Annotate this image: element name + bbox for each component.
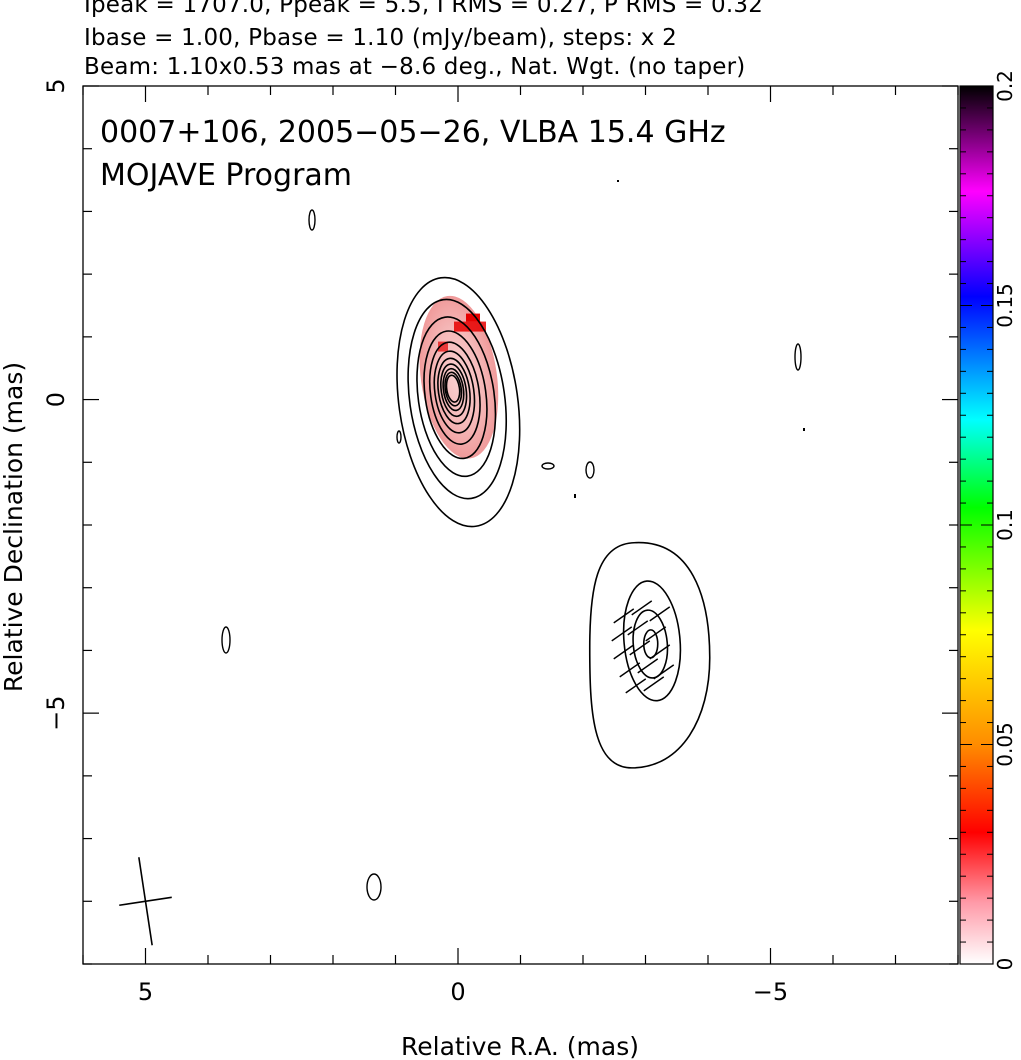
noise-contour <box>366 873 382 901</box>
polarization-vector <box>653 664 675 680</box>
y-tick-label: 5 <box>42 78 70 93</box>
core-contour <box>416 316 497 478</box>
plot-frame <box>82 85 959 965</box>
core-contour <box>445 374 461 403</box>
colorbar-tick-label: 0.1 <box>993 509 1017 541</box>
beam-minor-axis <box>119 896 172 907</box>
polarization-vector <box>631 600 653 616</box>
noise-contour <box>221 626 231 654</box>
polarization-vector <box>629 640 651 656</box>
core-contour <box>407 298 508 500</box>
polarization-vector <box>619 662 641 678</box>
core-contour <box>428 341 481 445</box>
core-contour <box>437 357 471 425</box>
header-line-2: Ibase = 1.00, Pbase = 1.10 (mJy/beam), s… <box>84 25 677 51</box>
colorbar-tick-label: 0.05 <box>993 722 1017 767</box>
axes: 5 0 −5 5 0 −5 <box>42 78 959 1006</box>
polarization-vector <box>625 678 647 694</box>
jet-contour <box>622 580 682 702</box>
polarization-vector <box>613 644 635 660</box>
colorbar-tick-label: 0 <box>993 958 1017 971</box>
polarization-peak <box>454 321 486 332</box>
colorbar: 0 0.05 0.1 0.15 0.2 <box>959 70 1017 971</box>
noise-contour <box>541 462 555 470</box>
noise-contour <box>617 180 619 182</box>
chart-title: 0007+106, 2005−05−26, VLBA 15.4 GHz <box>100 115 726 150</box>
x-tick-label: 5 <box>138 978 153 1006</box>
header-line-3: Beam: 1.10x0.53 mas at −8.6 deg., Nat. W… <box>84 54 746 80</box>
x-tick-label: 0 <box>450 978 465 1006</box>
polarization-peak <box>438 341 448 352</box>
core-contour <box>396 276 521 528</box>
noise-contour <box>396 430 402 444</box>
x-axis-label: Relative R.A. (mas) <box>401 1032 639 1060</box>
noise-contour <box>794 343 802 371</box>
polarization-vector <box>649 644 671 660</box>
core-contour <box>440 363 468 418</box>
core-contour <box>423 330 488 460</box>
jet-contour <box>632 609 669 679</box>
jet-contour <box>588 541 711 769</box>
x-tick-label: −5 <box>753 978 788 1006</box>
polarization-vector <box>637 658 659 674</box>
noise-contour <box>585 461 595 479</box>
polarization-vector <box>649 606 671 622</box>
core-contour <box>442 367 465 412</box>
noise-contour <box>803 428 805 431</box>
header-line-1: Ipeak = 1707.0, Ppeak = 5.5, I RMS = 0.2… <box>84 0 764 18</box>
polarization-vector <box>611 626 633 642</box>
y-axis-label: Relative Declination (mas) <box>0 362 28 692</box>
polarization-vector <box>645 626 667 642</box>
core-contour <box>444 371 463 407</box>
colorbar-tick-label: 0.2 <box>993 70 1017 102</box>
polarization-peak <box>466 313 480 322</box>
core-contour <box>433 350 476 434</box>
polarization-vector <box>643 676 665 692</box>
colorbar-tick-label: 0.15 <box>993 283 1017 328</box>
chart-subtitle: MOJAVE Program <box>100 158 352 193</box>
noise-contour <box>574 494 576 498</box>
plot-area <box>119 180 805 946</box>
y-tick-label: 0 <box>42 392 70 407</box>
polarization-vector <box>627 620 649 636</box>
noise-contour <box>308 209 316 231</box>
y-tick-label: −5 <box>42 695 70 730</box>
polarization-vector <box>613 608 635 624</box>
